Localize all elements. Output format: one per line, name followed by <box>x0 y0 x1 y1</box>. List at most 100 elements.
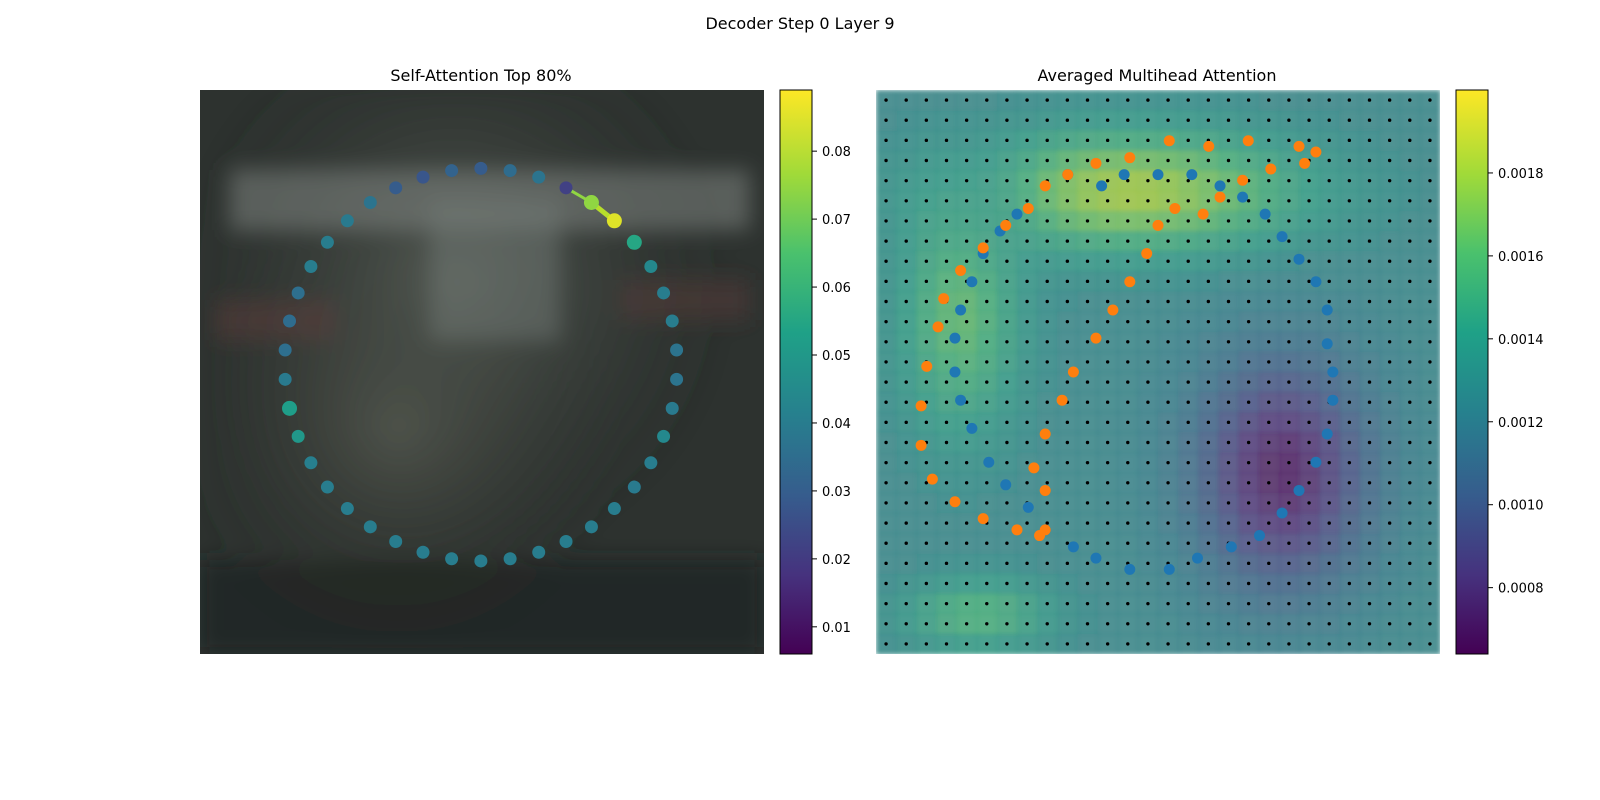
vertex-point <box>665 314 679 328</box>
grid-dot <box>964 138 969 143</box>
grid-dot <box>1186 138 1190 143</box>
grid-dot <box>1367 521 1372 525</box>
grid-dot <box>1186 360 1190 364</box>
grid-dot <box>1206 481 1211 485</box>
grid-dot <box>1146 319 1150 324</box>
grid-dot <box>1387 581 1392 586</box>
grid-dot <box>1287 460 1291 465</box>
grid-dot <box>1428 259 1432 263</box>
grid-dot <box>1105 98 1110 102</box>
grid-dot <box>1347 501 1352 505</box>
blue-point <box>1321 338 1333 350</box>
grid-dot <box>1085 521 1090 525</box>
grid-dot <box>944 118 949 122</box>
grid-dot <box>924 259 929 263</box>
grid-dot <box>1105 501 1110 505</box>
grid-dot <box>1307 178 1311 183</box>
grid-dot <box>1246 460 1251 465</box>
grid-dot <box>1327 561 1331 566</box>
grid-dot <box>944 178 949 183</box>
grid-dot <box>944 259 949 263</box>
grid-dot <box>1005 98 1009 102</box>
grid-dot <box>1005 440 1009 445</box>
grid-dot <box>1105 541 1110 545</box>
grid-dot <box>1226 420 1231 425</box>
grid-dot <box>904 319 908 324</box>
grid-dot <box>1126 380 1130 384</box>
grid-dot <box>904 340 908 344</box>
grid-dot <box>1367 460 1372 465</box>
grid-dot <box>1408 561 1412 566</box>
grid-dot <box>1287 279 1291 284</box>
grid-dot <box>1387 541 1392 545</box>
grid-dot <box>1146 642 1150 646</box>
grid-dot <box>1246 340 1251 344</box>
grid-dot <box>1025 219 1029 223</box>
grid-dot <box>1347 440 1352 445</box>
grid-dot <box>1408 601 1412 606</box>
grid-dot <box>1166 178 1170 183</box>
grid-dot <box>1025 360 1029 364</box>
grid-dot <box>1287 239 1291 243</box>
grid-dot <box>1307 601 1311 606</box>
grid-dot <box>1166 601 1170 606</box>
grid-dot <box>1367 299 1372 304</box>
grid-dot <box>944 501 949 505</box>
vertex-point <box>304 260 318 274</box>
grid-dot <box>1347 360 1352 364</box>
grid-dot <box>1025 118 1029 122</box>
grid-dot <box>1367 239 1372 243</box>
grid-dot <box>1246 259 1251 263</box>
grid-dot <box>1065 98 1070 102</box>
grid-dot <box>1287 319 1291 324</box>
grid-dot <box>1408 420 1412 425</box>
grid-dot <box>924 460 929 465</box>
grid-dot <box>1327 118 1331 122</box>
colorbar-tick-label: 0.02 <box>822 553 851 568</box>
grid-dot <box>1226 400 1231 404</box>
grid-dot <box>904 541 908 545</box>
grid-dot <box>1206 199 1211 203</box>
grid-dot <box>1267 460 1271 465</box>
grid-dot <box>924 521 929 525</box>
grid-dot <box>884 219 888 223</box>
grid-dot <box>1267 118 1271 122</box>
grid-dot <box>1085 601 1090 606</box>
grid-dot <box>904 279 908 284</box>
grid-dot <box>1387 158 1392 163</box>
grid-dot <box>1166 501 1170 505</box>
grid-dot <box>1126 239 1130 243</box>
orange-point <box>1310 146 1322 158</box>
grid-dot <box>1287 299 1291 304</box>
grid-dot <box>1186 118 1190 122</box>
grid-dot <box>1126 400 1130 404</box>
grid-dot <box>1206 460 1211 465</box>
grid-dot <box>1085 440 1090 445</box>
grid-dot <box>884 622 888 626</box>
grid-dot <box>1206 400 1211 404</box>
grid-dot <box>884 440 888 445</box>
grid-dot <box>1166 279 1170 284</box>
grid-dot <box>1408 138 1412 143</box>
grid-dot <box>1085 501 1090 505</box>
grid-dot <box>1387 178 1392 183</box>
grid-dot <box>1186 219 1190 223</box>
grid-dot <box>1226 581 1231 586</box>
grid-dot <box>1408 460 1412 465</box>
grid-dot <box>1085 178 1090 183</box>
grid-dot <box>944 481 949 485</box>
grid-dot <box>904 259 908 263</box>
blue-point <box>1276 507 1288 519</box>
grid-dot <box>1085 340 1090 344</box>
grid-dot <box>1126 581 1130 586</box>
grid-dot <box>1045 642 1049 646</box>
grid-dot <box>1287 642 1291 646</box>
grid-dot <box>1428 601 1432 606</box>
grid-dot <box>924 420 929 425</box>
vertex-point <box>627 480 641 494</box>
grid-dot <box>985 481 989 485</box>
grid-dot <box>1045 460 1049 465</box>
grid-dot <box>1085 541 1090 545</box>
grid-dot <box>924 239 929 243</box>
grid-dot <box>1226 501 1231 505</box>
